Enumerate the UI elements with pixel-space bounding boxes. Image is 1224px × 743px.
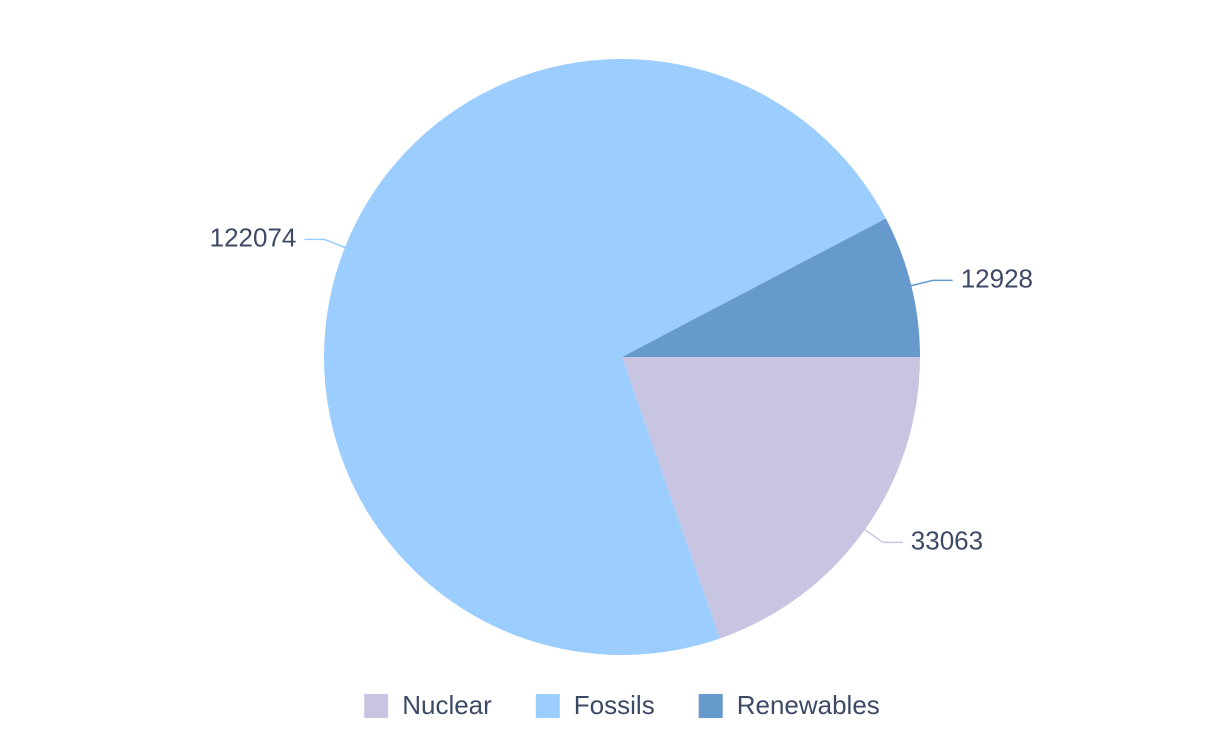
data-label: 12928 bbox=[961, 263, 1033, 293]
leader-line bbox=[862, 527, 903, 544]
pie-slice bbox=[622, 218, 920, 357]
pie-slice bbox=[622, 357, 920, 639]
legend-swatch bbox=[698, 694, 723, 718]
legend-label: Fossils bbox=[574, 690, 655, 720]
leader-line bbox=[304, 238, 347, 249]
leader-line bbox=[909, 279, 953, 287]
data-label: 33063 bbox=[911, 525, 983, 555]
legend: Nuclear Fossils Renewables bbox=[364, 690, 880, 720]
legend-label: Renewables bbox=[737, 690, 880, 720]
data-label: 122074 bbox=[210, 222, 297, 252]
legend-swatch bbox=[364, 694, 389, 718]
legend-swatch bbox=[535, 694, 560, 718]
pie-slice bbox=[324, 59, 886, 656]
legend-label: Nuclear bbox=[402, 690, 492, 720]
